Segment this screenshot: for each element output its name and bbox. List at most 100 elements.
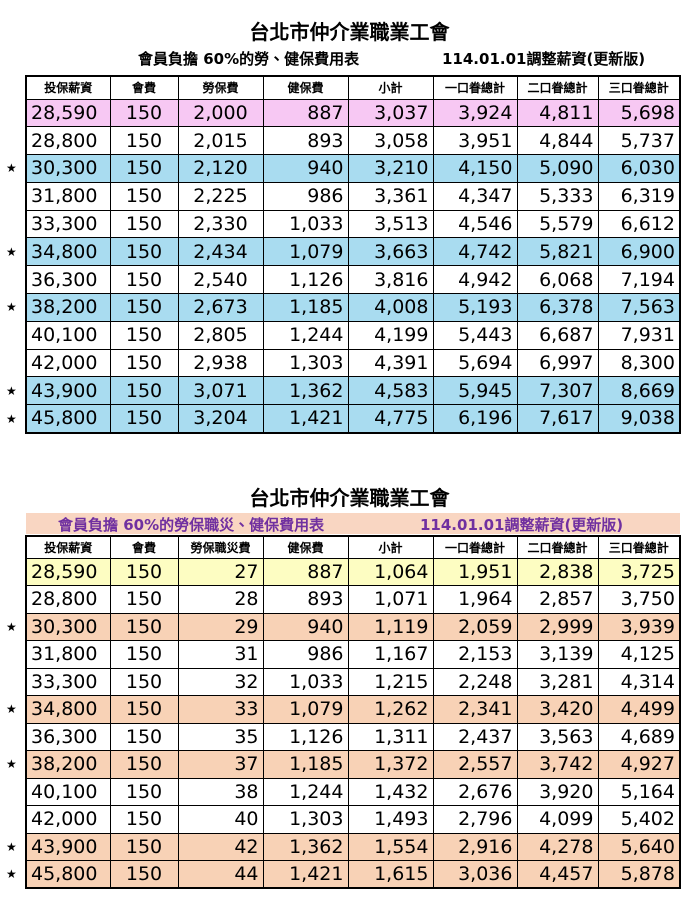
column-header: 一口眷總計 — [432, 75, 518, 100]
table-cell: 6,068 — [516, 265, 599, 295]
table-cell: 1,303 — [262, 348, 349, 378]
row-marker — [0, 585, 26, 613]
table-cell: 28,590 — [25, 557, 111, 586]
table-cell: 36,300 — [25, 265, 111, 295]
table-cell: 28,590 — [25, 98, 111, 128]
table-cell: 3,037 — [347, 98, 434, 128]
table-cell: 940 — [262, 154, 349, 183]
table-row: ★ 45,800 150 44 1,421 1,615 3,036 4,457 5,878 — [0, 860, 681, 889]
row-marker: ★ — [0, 860, 26, 888]
table-cell: 1,167 — [347, 640, 434, 669]
table-cell: 5,821 — [516, 237, 599, 267]
table-cell: 31 — [177, 640, 264, 669]
table-cell: 940 — [262, 612, 349, 641]
table-cell: 150 — [109, 154, 179, 183]
table-cell: 5,090 — [516, 154, 599, 183]
table-cell: 7,931 — [597, 320, 681, 350]
table-row: 42,000 150 2,938 1,303 4,391 5,694 6,997 8,300 — [0, 348, 681, 378]
table-row: 33,300 150 2,330 1,033 3,513 4,546 5,579 6,612 — [0, 209, 681, 239]
table-cell: 5,333 — [516, 181, 599, 211]
table-row: 40,100 150 38 1,244 1,432 2,676 3,920 5,164 — [0, 777, 681, 806]
table-cell: 1,244 — [262, 320, 349, 350]
table-cell: 1,119 — [347, 612, 434, 641]
table-cell: 150 — [109, 98, 179, 128]
table-cell: 5,945 — [432, 376, 518, 406]
table-cell: 4,844 — [516, 126, 599, 156]
row-marker — [0, 321, 26, 350]
table-cell: 893 — [262, 585, 349, 614]
row-marker — [0, 668, 26, 696]
table-cell: 2,059 — [432, 612, 518, 641]
table-cell: 9,038 — [597, 404, 681, 434]
table-row: 28,590 150 27 887 1,064 1,951 2,838 3,725 — [0, 557, 681, 586]
table-cell: 7,194 — [597, 265, 681, 295]
table-row: ★ 34,800 150 2,434 1,079 3,663 4,742 5,821 6,900 — [0, 237, 681, 267]
row-marker: ★ — [0, 154, 26, 183]
table-cell: 43,900 — [25, 832, 111, 861]
table-cell: 150 — [109, 404, 179, 434]
table-cell: 150 — [109, 667, 179, 696]
table-cell: 150 — [109, 376, 179, 406]
column-header: 二口眷總計 — [516, 535, 599, 559]
table-row: 33,300 150 32 1,033 1,215 2,248 3,281 4,314 — [0, 667, 681, 696]
fee-table: 投保薪資 會費 勞保職災費 健保費 小計 一口眷總計 二口眷總計 三口眷總計 28,590 150… — [0, 535, 681, 889]
table-cell: 6,030 — [597, 154, 681, 183]
row-marker: ★ — [0, 237, 26, 266]
table-cell: 150 — [109, 832, 179, 861]
table-cell: 3,281 — [516, 667, 599, 696]
table-cell: 30,300 — [25, 154, 111, 183]
row-marker — [0, 723, 26, 751]
table-cell: 1,079 — [262, 695, 349, 724]
table-cell: 3,071 — [177, 376, 264, 406]
column-header: 會費 — [109, 535, 179, 559]
table-cell: 150 — [109, 265, 179, 295]
table-row: 31,800 150 31 986 1,167 2,153 3,139 4,125 — [0, 640, 681, 669]
table-cell: 1,554 — [347, 832, 434, 861]
table-row: 28,590 150 2,000 887 3,037 3,924 4,811 5,698 — [0, 98, 681, 128]
table-cell: 150 — [109, 612, 179, 641]
row-marker — [0, 349, 26, 377]
table-cell: 36,300 — [25, 722, 111, 751]
table-cell: 5,402 — [597, 805, 681, 834]
table-cell: 3,210 — [347, 154, 434, 183]
table-row: 28,800 150 2,015 893 3,058 3,951 4,844 5,737 — [0, 126, 681, 156]
column-header: 勞保職災費 — [177, 535, 264, 559]
table-cell: 5,698 — [597, 98, 681, 128]
table-row: 31,800 150 2,225 986 3,361 4,347 5,333 6,319 — [0, 181, 681, 211]
table-cell: 38 — [177, 777, 264, 806]
column-header: 會費 — [109, 75, 179, 100]
table-cell: 150 — [109, 860, 179, 889]
table-cell: 1,372 — [347, 750, 434, 779]
table-cell: 1,362 — [262, 376, 349, 406]
row-marker — [0, 210, 26, 238]
table-cell: 29 — [177, 612, 264, 641]
table-cell: 1,033 — [262, 209, 349, 239]
table-row: 40,100 150 2,805 1,244 4,199 5,443 6,687 7,931 — [0, 320, 681, 350]
table-cell: 2,796 — [432, 805, 518, 834]
table-cell: 1,244 — [262, 777, 349, 806]
row-marker — [0, 640, 26, 668]
table-cell: 1,303 — [262, 805, 349, 834]
table-cell: 2,225 — [177, 181, 264, 211]
table-cell: 4,457 — [516, 860, 599, 889]
table-cell: 42 — [177, 832, 264, 861]
table-cell: 1,311 — [347, 722, 434, 751]
table-cell: 1,951 — [432, 557, 518, 586]
table-cell: 6,612 — [597, 209, 681, 239]
table-cell: 986 — [262, 181, 349, 211]
table-row: 42,000 150 40 1,303 1,493 2,796 4,099 5,402 — [0, 805, 681, 834]
table-cell: 3,361 — [347, 181, 434, 211]
table-cell: 3,725 — [597, 557, 681, 586]
table-cell: 3,420 — [516, 695, 599, 724]
subtitle: 會員負擔 60%的勞、健保費用表 — [138, 50, 360, 68]
table-cell: 3,742 — [516, 750, 599, 779]
table-cell: 1,064 — [347, 557, 434, 586]
table-cell: 150 — [109, 695, 179, 724]
table-cell: 5,878 — [597, 860, 681, 889]
table-cell: 8,300 — [597, 348, 681, 378]
table-cell: 6,378 — [516, 293, 599, 322]
table-cell: 1,079 — [262, 237, 349, 267]
table-cell: 5,640 — [597, 832, 681, 861]
table-cell: 1,185 — [262, 293, 349, 322]
table-cell: 40 — [177, 805, 264, 834]
